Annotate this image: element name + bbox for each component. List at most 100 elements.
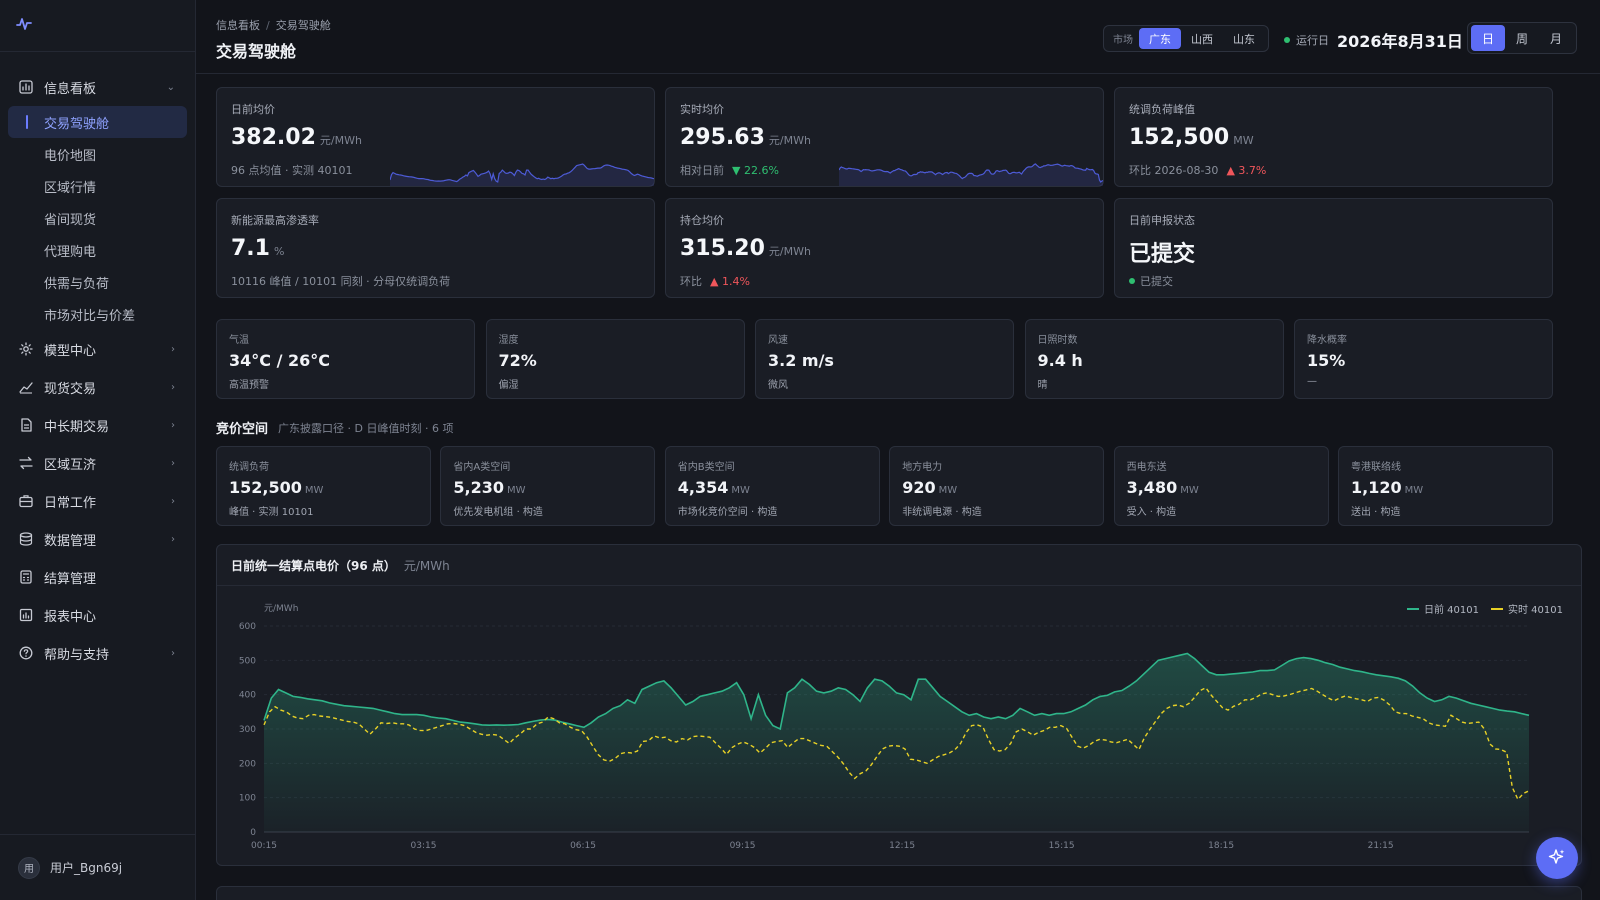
legend-item-dayahead[interactable]: 日前 40101 — [1407, 601, 1479, 616]
weather-value: 72% — [498, 351, 537, 370]
bidding-label: 省内B类空间 — [677, 462, 735, 473]
bidding-card-2[interactable]: 省内B类空间 4,354 MW 市场化竞价空间 · 构造 — [664, 446, 880, 526]
run-day-label: 运行日 — [1296, 34, 1329, 47]
user-profile[interactable]: 用 用户_Bgn69j — [0, 834, 195, 900]
sidebar-group-6[interactable]: 数据管理 › — [0, 520, 195, 558]
bidding-label: 统调负荷 — [229, 462, 269, 473]
kpi-card-2[interactable]: 统调负荷峰值 152,500 MW 环比 2026-08-30 ▲ 3.7% — [1114, 87, 1553, 187]
weather-sub: — — [1307, 376, 1317, 387]
market-option-guangdong[interactable]: 广东 — [1139, 28, 1181, 49]
kpi-card-4[interactable]: 持仓均价 315.20 元/MWh 环比 ▲ 1.4% — [665, 198, 1104, 298]
bidding-sub: 受入 · 构造 — [1126, 507, 1177, 518]
sidebar-group-label: 信息看板 — [44, 81, 97, 97]
page-title: 交易驾驶舱 — [216, 42, 297, 61]
bidding-unit: MW — [731, 485, 750, 496]
kpi-label: 实时均价 — [680, 103, 724, 116]
bidding-label: 粤港联络线 — [1351, 462, 1401, 473]
x-tick-label: 15:15 — [1049, 841, 1075, 851]
sidebar-group-2[interactable]: 现货交易 › — [0, 368, 195, 406]
period-option-month[interactable]: 月 — [1549, 31, 1562, 46]
breadcrumb-separator: / — [266, 19, 270, 32]
x-tick-label: 06:15 — [570, 841, 596, 851]
weather-value: 3.2 m/s — [768, 351, 834, 370]
bidding-card-0[interactable]: 统调负荷 152,500 MW 峰值 · 实测 10101 — [216, 446, 431, 526]
period-selector: 日 周 月 — [1467, 22, 1577, 54]
kpi-unit: % — [273, 245, 285, 258]
sidebar-item-0-2[interactable]: 区域行情 — [44, 180, 97, 196]
sidebar-group-label: 日常工作 — [44, 495, 97, 511]
sidebar-item-0-4[interactable]: 代理购电 — [44, 244, 97, 260]
sidebar-item-0-1[interactable]: 电价地图 — [44, 148, 97, 164]
bidding-unit: MW — [1404, 485, 1424, 496]
trend-icon — [18, 379, 34, 395]
price-chart: 元/MWh 0 100 200 300 400 500 600 00:15 03:15 06:15 0… — [239, 604, 1530, 851]
kpi-label: 日前均价 — [231, 103, 275, 116]
sparkline-line — [390, 163, 654, 183]
market-option-shandong[interactable]: 山东 — [1233, 32, 1255, 46]
bidding-sub: 送出 · 构造 — [1351, 507, 1401, 518]
bidding-card-1[interactable]: 省内A类空间 5,230 MW 优先发电机组 · 构造 — [440, 446, 656, 526]
kpi-sub: 96 点均值 · 实测 40101 — [231, 164, 353, 177]
kpi-value: 7.1% — [231, 236, 285, 261]
kpi-label: 日前申报状态 — [1129, 214, 1195, 227]
period-option-day[interactable]: 日 — [1471, 25, 1505, 51]
y-tick-label: 600 — [239, 622, 256, 632]
legend-swatch-realtime — [1491, 607, 1503, 610]
logo[interactable] — [0, 0, 195, 52]
kpi-card-0[interactable]: 日前均价 382.02 元/MWh 96 点均值 · 实测 40101 — [216, 87, 655, 187]
sidebar-item-0-6[interactable]: 市场对比与价差 — [44, 308, 136, 324]
run-day[interactable]: 运行日 2026年8月31日 — [1284, 28, 1463, 52]
sidebar-group-label: 中长期交易 — [44, 419, 110, 435]
dashboard-icon — [18, 79, 34, 95]
breadcrumb: 信息看板 / 交易驾驶舱 — [216, 17, 331, 33]
chart-legend: 日前 40101 实时 40101 — [1395, 601, 1563, 616]
kpi-value: 315.20 元/MWh — [680, 236, 811, 261]
bidding-card-4[interactable]: 西电东送 3,480 MW 受入 · 构造 — [1113, 446, 1329, 526]
kpi-value: 已提交 — [1129, 242, 1196, 267]
sidebar-group-4[interactable]: 区域互济 › — [0, 444, 195, 482]
bidding-card-3[interactable]: 地方电力 920 MW 非统调电源 · 构造 — [889, 446, 1105, 526]
kpi-card-1[interactable]: 实时均价 295.63 元/MWh 相对日前 ▼ 22.6% — [665, 87, 1104, 187]
y-tick-label: 300 — [239, 725, 256, 735]
weather-label: 湿度 — [498, 335, 519, 346]
page-header: 信息看板 / 交易驾驶舱 交易驾驶舱 市场 广东 山西 山东 运行日 2026年8月… — [196, 0, 1600, 74]
sidebar-group-9[interactable]: 帮助与支持 › — [0, 634, 195, 672]
bidding-card-5[interactable]: 粤港联络线 1,120 MW 送出 · 构造 — [1338, 446, 1553, 526]
sidebar-group-1[interactable]: 模型中心 › — [0, 330, 195, 368]
weather-label: 降水概率 — [1307, 335, 1347, 346]
legend-item-realtime[interactable]: 实时 40101 — [1491, 601, 1563, 616]
chevron-down-icon: ⌄ — [166, 81, 175, 93]
kpi-card-5[interactable]: 日前申报状态 已提交 已提交 — [1114, 198, 1553, 298]
period-option-week[interactable]: 周 — [1515, 31, 1528, 46]
kpi-unit: 元/MWh — [768, 134, 811, 147]
sidebar-group-5[interactable]: 日常工作 › — [0, 482, 195, 520]
legend-swatch-dayahead — [1407, 607, 1419, 610]
market-option-shanxi[interactable]: 山西 — [1191, 32, 1213, 46]
sidebar-group-8[interactable]: 报表中心 — [0, 596, 195, 634]
sidebar-group-3[interactable]: 中长期交易 › — [0, 406, 195, 444]
bidding-unit: MW — [1180, 485, 1199, 496]
market-label: 市场 — [1113, 35, 1133, 46]
sidebar-group-7[interactable]: 结算管理 — [0, 558, 195, 596]
market-selector: 市场 广东 山西 山东 — [1103, 25, 1269, 52]
sidebar-group-0[interactable]: 信息看板 ⌄ — [0, 68, 195, 106]
kpi-sub: 已提交 — [1129, 273, 1173, 289]
bidding-sub: 优先发电机组 · 构造 — [453, 507, 543, 518]
next-card-top — [216, 886, 1582, 900]
sidebar-item-0-5[interactable]: 供需与负荷 — [44, 276, 110, 292]
series-area-dayahead — [264, 653, 1529, 832]
breadcrumb-item[interactable]: 信息看板 — [216, 19, 260, 32]
kpi-card-3[interactable]: 新能源最高渗透率 7.1% 10116 峰值 / 10101 同刻 · 分母仅统… — [216, 198, 655, 298]
kpi-unit: MW — [1233, 134, 1254, 147]
sidebar-item-0-0[interactable]: 交易驾驶舱 — [8, 106, 187, 138]
chevron-right-icon: › — [171, 419, 175, 431]
sidebar: 信息看板 ⌄ 交易驾驶舱电价地图区域行情省间现货代理购电供需与负荷市场对比与价差… — [0, 0, 196, 900]
sidebar-nav: 信息看板 ⌄ 交易驾驶舱电价地图区域行情省间现货代理购电供需与负荷市场对比与价差… — [0, 52, 195, 672]
sidebar-item-0-3[interactable]: 省间现货 — [44, 212, 97, 228]
sidebar-group-label: 结算管理 — [44, 571, 97, 587]
ai-assistant-button[interactable] — [1536, 837, 1578, 879]
chart-title: 日前统一结算点电价（96 点） 元/MWh — [231, 559, 450, 573]
kpi-sub: 10116 峰值 / 10101 同刻 · 分母仅统调负荷 — [231, 275, 451, 288]
bidding-unit: MW — [507, 485, 526, 496]
weather-sub: 微风 — [768, 380, 788, 391]
